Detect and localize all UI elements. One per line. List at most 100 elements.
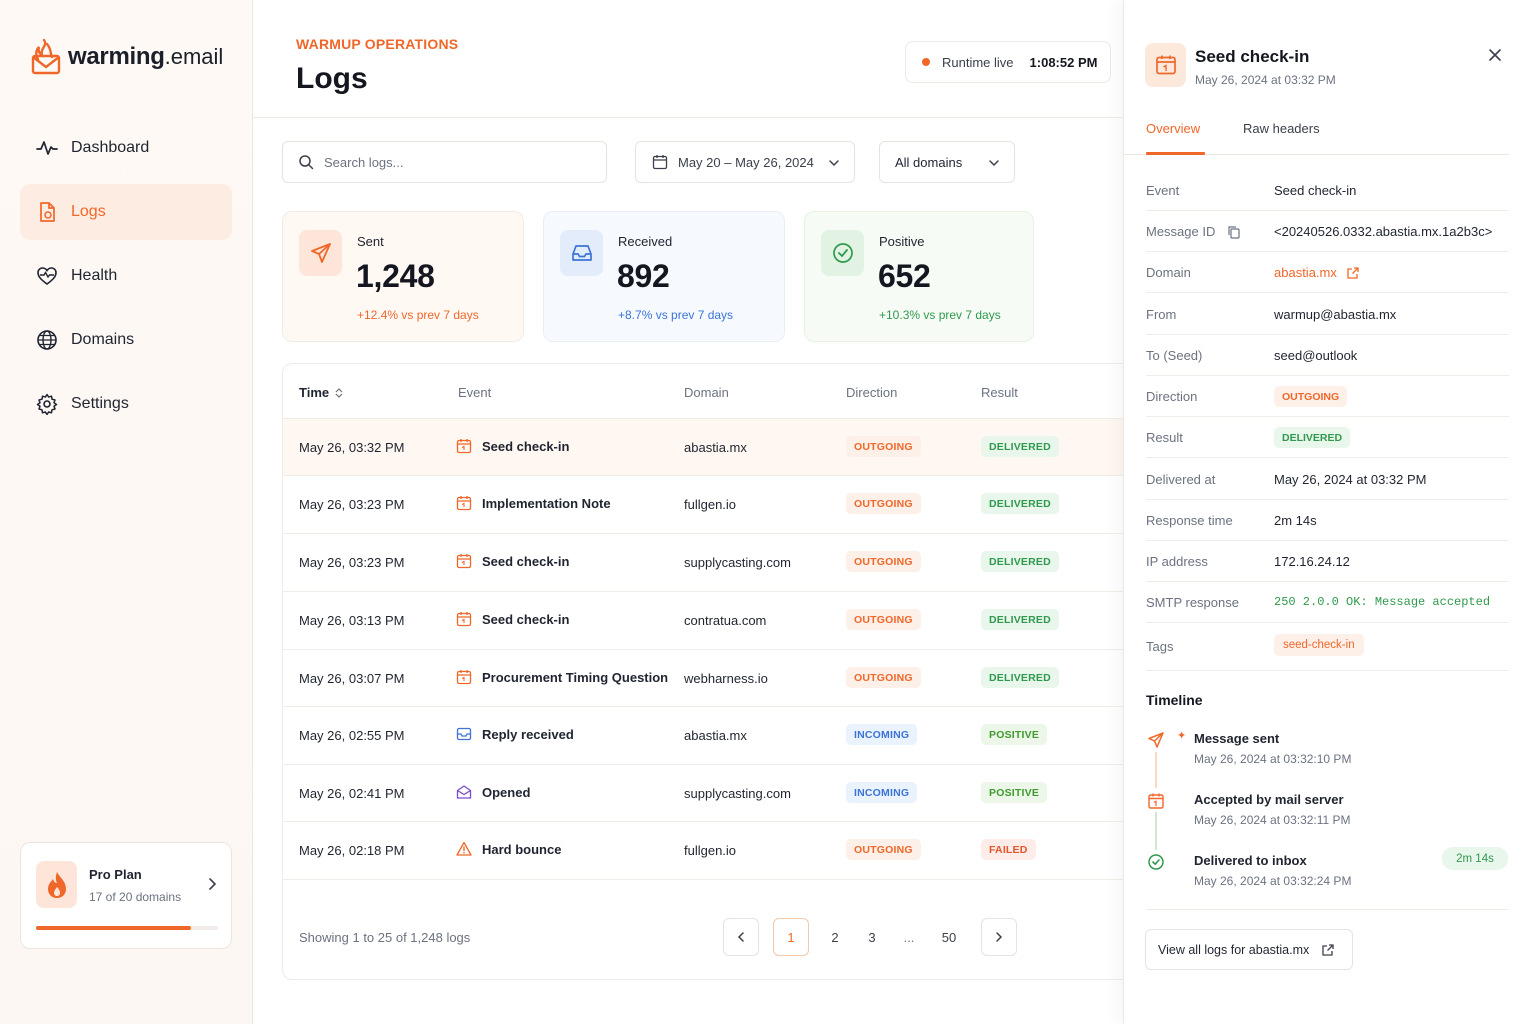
row-event-label: Seed check-in [482, 611, 570, 627]
sidebar-item-domains[interactable]: Domains [20, 312, 232, 368]
row-event: Procurement Timing Question [456, 669, 668, 685]
calendar-icon [456, 553, 472, 569]
field-delivered-at: Delivered at May 26, 2024 at 03:32 PM [1146, 459, 1509, 500]
brand-name-rest: .email [164, 44, 224, 69]
field-key: Domain [1146, 265, 1191, 280]
table-header: Time Event Domain Direction Result [283, 364, 1123, 418]
field-smtp-response: SMTP response 250 2.0.0 OK: Message acce… [1146, 582, 1509, 623]
field-key: IP address [1146, 554, 1208, 569]
row-domain: contratua.com [684, 613, 767, 628]
external-link-icon[interactable] [1346, 266, 1360, 280]
search-input[interactable] [324, 154, 584, 170]
duration-badge: 2m 14s [1442, 847, 1508, 870]
pagination-page-3[interactable]: 3 [868, 929, 876, 945]
tab-raw-headers[interactable]: Raw headers [1243, 121, 1320, 136]
table-row[interactable]: May 26, 03:07 PM Procurement Timing Ques… [283, 649, 1123, 706]
field-key: Message ID [1146, 224, 1241, 239]
field-from: From warmup@abastia.mx [1146, 294, 1509, 335]
row-time: May 26, 03:32 PM [299, 440, 405, 455]
search-icon [298, 154, 314, 170]
tag-chip[interactable]: seed-check-in [1274, 634, 1364, 656]
stat-card-received: Received 892 +8.7% vs prev 7 days [543, 211, 785, 342]
sidebar: warming .email Dashboard Logs Health Doma… [0, 0, 253, 1024]
field-value-link[interactable]: abastia.mx [1274, 265, 1360, 280]
row-event: Seed check-in [456, 553, 569, 569]
row-event: Hard bounce [456, 841, 561, 857]
pagination-next-button[interactable] [981, 918, 1017, 956]
field-result: Result DELIVERED [1146, 417, 1509, 458]
divider [1146, 909, 1509, 910]
pagination-prev-button[interactable] [723, 918, 759, 956]
close-icon[interactable] [1487, 47, 1503, 63]
result-badge: POSITIVE [981, 782, 1048, 803]
copy-icon[interactable] [1227, 225, 1241, 239]
active-tab-indicator [1146, 152, 1205, 155]
field-message-id: Message ID <20240526.0332.abastia.mx.1a2… [1146, 211, 1509, 252]
field-event: Event Seed check-in [1146, 170, 1509, 211]
field-value: seed-check-in [1274, 634, 1364, 656]
calendar-icon [456, 495, 472, 511]
row-time: May 26, 03:23 PM [299, 497, 405, 512]
row-domain: abastia.mx [684, 440, 747, 455]
stat-delta: +12.4% vs prev 7 days [357, 308, 479, 322]
domain-select[interactable]: All domains [879, 141, 1015, 183]
globe-icon [34, 327, 60, 353]
field-value: May 26, 2024 at 03:32 PM [1274, 472, 1427, 487]
direction-badge: OUTGOING [846, 667, 921, 688]
column-header-time[interactable]: Time [299, 385, 343, 400]
table-row[interactable]: May 26, 03:13 PM Seed check-in contratua… [283, 591, 1123, 648]
column-header-event: Event [458, 385, 492, 400]
row-time: May 26, 02:18 PM [299, 843, 405, 858]
field-direction: Direction OUTGOING [1146, 376, 1509, 417]
tab-overview[interactable]: Overview [1146, 121, 1201, 136]
field-value: warmup@abastia.mx [1274, 307, 1397, 322]
sidebar-item-health[interactable]: Health [20, 248, 232, 304]
field-key: Direction [1146, 389, 1198, 404]
table-row[interactable]: May 26, 02:18 PM Hard bounce fullgen.io … [283, 821, 1123, 878]
brand-logo[interactable]: warming .email [30, 38, 223, 76]
table-row[interactable]: May 26, 02:55 PM Reply received abastia.… [283, 706, 1123, 763]
domain-select-value: All domains [895, 154, 963, 170]
result-badge: POSITIVE [981, 724, 1048, 745]
field-key: Event [1146, 183, 1180, 198]
pagination-page-1[interactable]: 1 [773, 918, 809, 956]
sidebar-item-dashboard[interactable]: Dashboard [20, 120, 232, 176]
result-badge: DELIVERED [981, 436, 1059, 457]
table-row[interactable]: May 26, 03:23 PM Seed check-in supplycas… [283, 533, 1123, 590]
table-row[interactable]: May 26, 03:32 PM Seed check-in abastia.m… [283, 418, 1123, 475]
plan-card[interactable]: Pro Plan 17 of 20 domains [20, 842, 232, 949]
plan-usage: 17 of 20 domains [89, 890, 182, 904]
table-row[interactable]: May 26, 02:41 PM Opened supplycasting.co… [283, 764, 1123, 821]
view-all-logs-button[interactable]: View all logs for abastia.mx [1145, 929, 1353, 970]
timeline-event-time: May 26, 2024 at 03:32:24 PM [1194, 874, 1352, 888]
brand-name-bold: warming [68, 43, 165, 70]
row-event-label: Implementation Note [482, 495, 611, 511]
table-row[interactable]: May 26, 03:23 PM Implementation Note ful… [283, 475, 1123, 532]
field-value: <20240526.0332.abastia.mx.1a2b3c> [1274, 224, 1493, 239]
timeline-connector [1155, 752, 1157, 788]
flame-mail-icon [30, 38, 62, 76]
direction-badge: INCOMING [846, 782, 918, 803]
column-header-direction: Direction [846, 385, 898, 400]
timeline-event-name: Delivered to inbox [1194, 853, 1307, 868]
chevron-down-icon [988, 157, 1000, 169]
timeline-connector [1155, 812, 1157, 850]
row-domain: supplycasting.com [684, 555, 791, 570]
pagination-page-2[interactable]: 2 [831, 929, 839, 945]
field-key: Response time [1146, 513, 1233, 528]
timeline-event-time: May 26, 2024 at 03:32:11 PM [1194, 813, 1351, 827]
plan-usage-fill [36, 926, 191, 930]
sidebar-item-logs[interactable]: Logs [20, 184, 232, 240]
panel-tabs: Overview Raw headers [1124, 100, 1509, 155]
row-domain: abastia.mx [684, 728, 747, 743]
logs-table: Time Event Domain Direction Result May 2… [282, 363, 1123, 980]
pagination-page-50[interactable]: 50 [941, 929, 957, 945]
sidebar-item-label: Logs [71, 203, 106, 220]
domain-link[interactable]: abastia.mx [1274, 265, 1337, 280]
open-mail-icon [456, 784, 472, 800]
sidebar-item-settings[interactable]: Settings [20, 376, 232, 432]
column-header-result: Result [981, 385, 1018, 400]
date-range-picker[interactable]: May 20 – May 26, 2024 [635, 141, 855, 183]
stat-label: Sent [357, 234, 384, 249]
search-box[interactable] [282, 141, 607, 183]
